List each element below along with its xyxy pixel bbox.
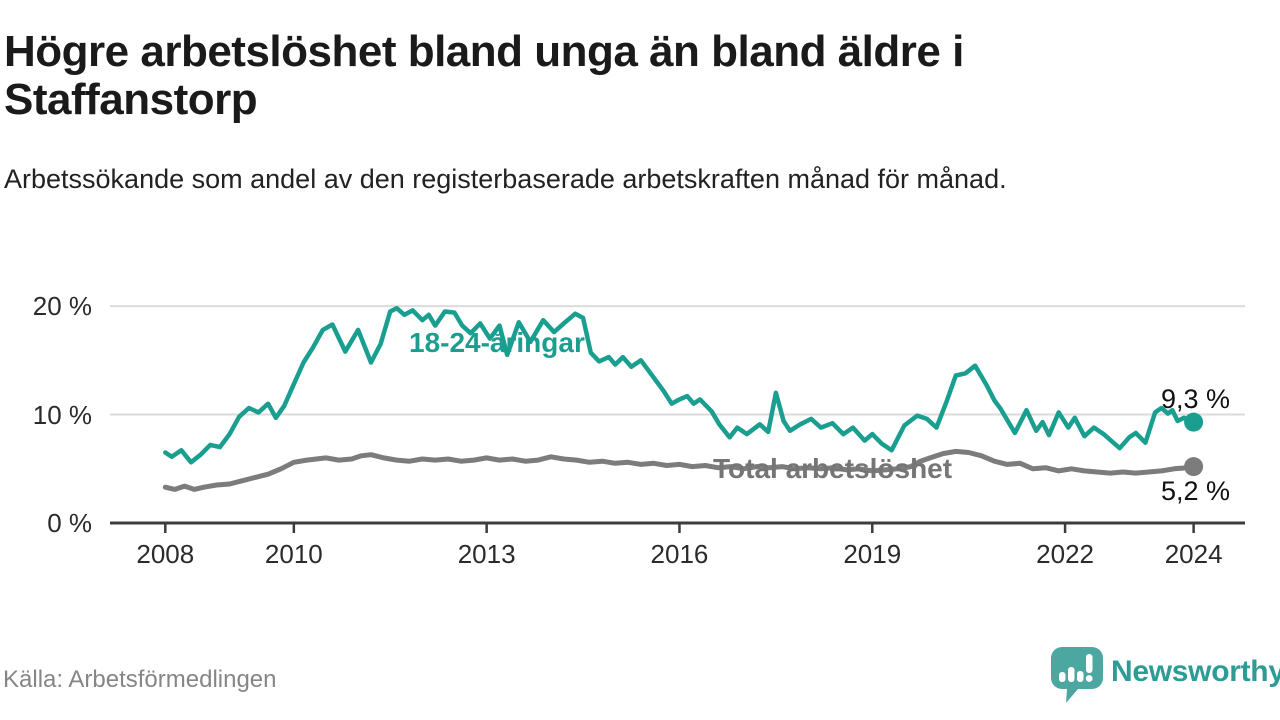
x-tick-label: 2016 [650,539,709,569]
end-dot-youth [1184,412,1204,432]
end-value-label-youth: 9,3 % [1161,384,1231,414]
logo-bar-1 [1059,672,1066,682]
series-line-total [162,448,1197,492]
x-tick-label: 2008 [136,539,195,569]
end-dot-total [1184,457,1204,477]
page-title: Högre arbetslöshet bland unga än bland ä… [4,27,964,124]
logo-exclamation-dot [1085,675,1093,682]
chart-subtitle: Arbetssökande som andel av den registerb… [4,164,1007,194]
x-tick-label: 2013 [457,539,516,569]
x-tick-label: 2019 [843,539,902,569]
series-label-total: Total arbetslöshet [713,453,953,484]
y-tick-label: 10 % [32,399,92,430]
end-value-label-total: 5,2 % [1161,476,1231,506]
newsworthy-logo: Newsworthy [1050,646,1280,704]
newsworthy-logo-icon [1051,647,1103,703]
logo-exclamation-bar [1086,654,1093,673]
x-tick-label: 2010 [264,539,323,569]
newsworthy-wordmark: Newsworthy [1111,655,1280,688]
series-line-youth [163,305,1196,465]
series-label-youth: 18-24-åringar [409,327,585,358]
x-tick-label: 2024 [1164,539,1223,569]
logo-bar-2 [1068,667,1075,682]
source-note: Källa: Arbetsförmedlingen [3,666,277,693]
y-tick-label: 20 % [32,291,92,322]
x-tick-label: 2022 [1036,539,1094,569]
logo-bar-3 [1077,671,1084,682]
y-tick-label: 0 % [47,508,92,538]
